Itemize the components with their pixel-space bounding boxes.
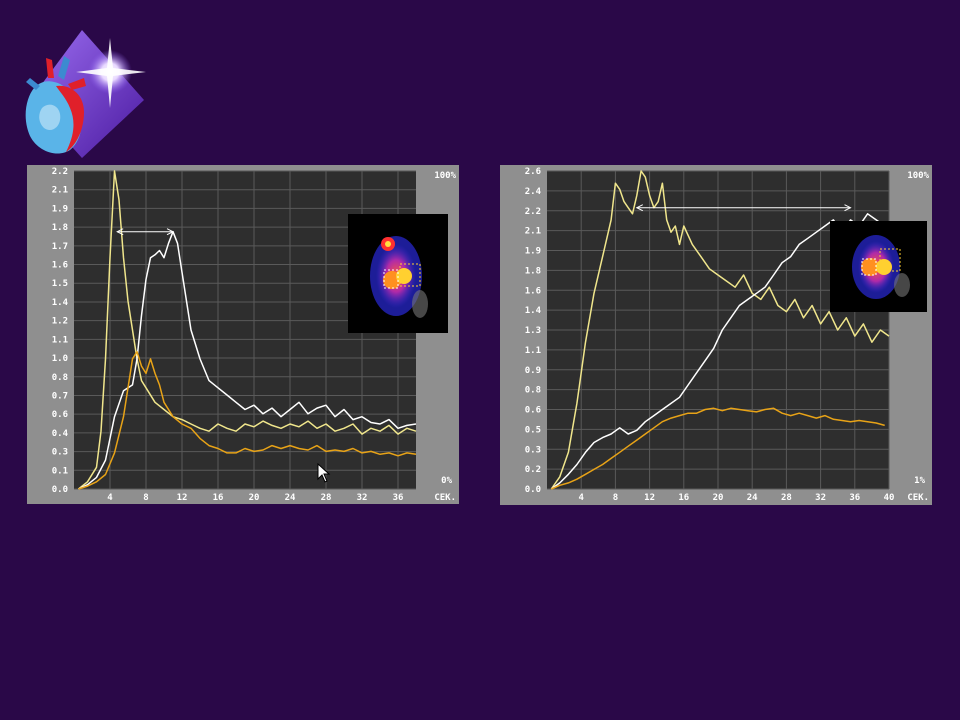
- x-tick-label: 24: [747, 493, 758, 503]
- right-top-label: 100%: [434, 171, 456, 181]
- x-tick-label: 20: [713, 493, 724, 503]
- x-tick-label: 32: [815, 493, 826, 503]
- y-tick-label: 0.6: [52, 410, 68, 420]
- x-tick-label: 4: [578, 493, 584, 503]
- chart-panel-left: 4 8 12 16 20 24 28 32 36 0.0 0.1 0.3 0.4 0.6 0.7 0.8 1.0…: [27, 165, 459, 504]
- x-tick-label: 24: [285, 493, 296, 503]
- x-tick-label: 16: [678, 493, 689, 503]
- y-tick-label: 1.6: [52, 261, 68, 271]
- heart-logo: [25, 30, 146, 158]
- heart-icon: [25, 56, 86, 154]
- x-tick-label: 40: [884, 493, 895, 503]
- interval-arrow-head-right: [166, 228, 175, 236]
- y-tick-label: 0.8: [52, 373, 68, 383]
- y-tick-label: 0.0: [525, 485, 541, 495]
- mouse-pointer-icon: [317, 463, 331, 483]
- x-tick-label: 12: [644, 493, 655, 503]
- y-tick-label: 0.4: [52, 429, 69, 439]
- y-tick-label: 1.4: [525, 306, 542, 316]
- interval-arrow-head-left: [116, 228, 124, 236]
- interval-arrow-head-left: [635, 204, 643, 212]
- y-tick-label: 1.0: [52, 354, 68, 364]
- time-activity-chart-right: 4 8 12 16 20 24 28 32 36 40 0.0 0.2 0.3 0.5 0.6 0.8 0.9 1…: [525, 167, 930, 503]
- y-tick-label: 1.8: [525, 266, 541, 276]
- y-tick-label: 0.0: [52, 485, 68, 495]
- scintigram-thumbnail-left: [348, 214, 448, 333]
- y-tick-label: 1.9: [52, 204, 68, 214]
- y-tick-label: 1.4: [52, 298, 69, 308]
- interval-arrow-head-right: [844, 204, 852, 212]
- y-tick-label: 2.4: [525, 187, 542, 197]
- y-tick-label: 0.7: [52, 391, 68, 401]
- y-tick-label: 1.1: [52, 335, 68, 345]
- x-tick-label: 32: [357, 493, 368, 503]
- series-line-1: [550, 170, 890, 490]
- series-line-3: [78, 350, 417, 490]
- x-tick-label: 36: [849, 493, 860, 503]
- y-tick-label: 1.1: [525, 346, 541, 356]
- y-tick-label: 0.9: [525, 366, 541, 376]
- x-tick-label: 4: [107, 493, 113, 503]
- x-tick-label: 12: [177, 493, 188, 503]
- x-tick-label: 20: [249, 493, 260, 503]
- y-tick-label: 1.2: [52, 317, 68, 327]
- y-tick-label: 2.1: [525, 227, 541, 237]
- y-tick-label: 0.3: [525, 445, 541, 455]
- y-tick-label: 1.6: [525, 286, 541, 296]
- y-tick-label: 0.5: [525, 425, 541, 435]
- scintigram-image-left: [370, 236, 428, 318]
- series-line-1: [78, 170, 417, 490]
- series-line-3: [551, 407, 885, 490]
- x-tick-label: 8: [613, 493, 618, 503]
- right-top-label: 100%: [907, 171, 929, 181]
- right-bottom-label: 1%: [914, 476, 925, 486]
- y-tick-label: 2.6: [525, 167, 541, 177]
- y-tick-label: 2.2: [525, 207, 541, 217]
- y-tick-label: 0.6: [525, 406, 541, 416]
- sparkle-icon: [76, 38, 146, 108]
- chart-panel-right: 4 8 12 16 20 24 28 32 36 40 0.0 0.2 0.3 0.5 0.6 0.8 0.9 1…: [500, 165, 932, 505]
- y-tick-label: 0.1: [52, 466, 68, 476]
- x-unit-label: СЕК.: [907, 493, 929, 503]
- scintigram-thumbnail-right: [830, 221, 927, 312]
- y-tick-label: 0.3: [52, 448, 68, 458]
- y-tick-label: 1.8: [52, 223, 68, 233]
- right-bottom-label: 0%: [441, 476, 452, 486]
- y-tick-label: 2.1: [52, 186, 68, 196]
- x-tick-label: 16: [213, 493, 224, 503]
- series-line-2: [550, 213, 886, 490]
- x-tick-label: 28: [321, 493, 332, 503]
- y-tick-label: 1.5: [52, 279, 68, 289]
- series-line-2: [78, 230, 417, 490]
- y-tick-label: 1.9: [525, 247, 541, 257]
- x-tick-label: 8: [143, 493, 148, 503]
- y-tick-label: 1.7: [52, 242, 68, 252]
- scintigram-image-right: [852, 235, 910, 299]
- x-tick-label: 36: [393, 493, 404, 503]
- x-tick-label: 28: [781, 493, 792, 503]
- y-tick-label: 0.8: [525, 386, 541, 396]
- y-tick-label: 1.3: [525, 326, 541, 336]
- y-tick-label: 0.2: [525, 465, 541, 475]
- y-tick-label: 2.2: [52, 167, 68, 177]
- x-unit-label: СЕК.: [434, 493, 456, 503]
